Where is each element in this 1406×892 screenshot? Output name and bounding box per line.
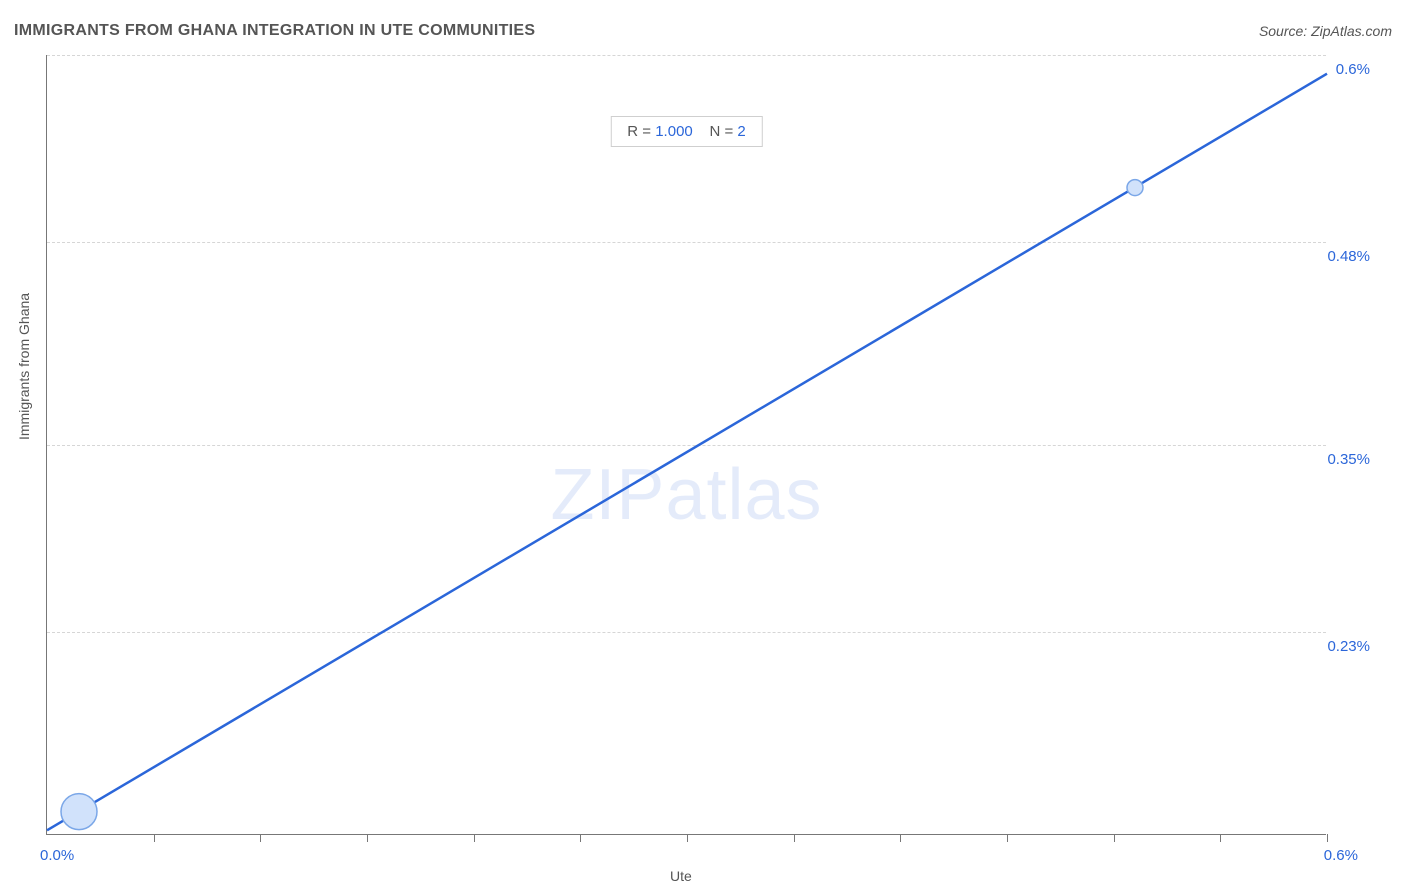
x-tick: [1007, 834, 1008, 842]
x-tick: [900, 834, 901, 842]
header-row: IMMIGRANTS FROM GHANA INTEGRATION IN UTE…: [14, 22, 1392, 40]
y-tick-label: 0.35%: [1327, 451, 1370, 468]
x-tick: [580, 834, 581, 842]
source-label: Source: ZipAtlas.com: [1259, 23, 1392, 39]
chart-area: ZIPatlas R = 1.000 N = 2: [46, 55, 1326, 835]
n-label: N =: [709, 123, 737, 140]
r-label: R =: [627, 123, 655, 140]
y-axis-label: Immigrants from Ghana: [16, 293, 32, 440]
x-tick: [474, 834, 475, 842]
y-tick-label: 0.6%: [1336, 61, 1370, 78]
x-axis-label: Ute: [670, 868, 692, 884]
x-max-label: 0.6%: [1324, 847, 1358, 864]
x-tick: [367, 834, 368, 842]
y-tick-label: 0.23%: [1327, 638, 1370, 655]
data-point[interactable]: [1127, 180, 1143, 196]
stats-legend: R = 1.000 N = 2: [610, 116, 762, 147]
r-value: 1.000: [655, 123, 693, 140]
x-tick: [154, 834, 155, 842]
x-tick: [1220, 834, 1221, 842]
data-point[interactable]: [61, 794, 97, 830]
x-tick: [1327, 834, 1328, 842]
x-tick: [1114, 834, 1115, 842]
scatter-plot-svg: [47, 55, 1326, 834]
x-tick: [794, 834, 795, 842]
chart-title: IMMIGRANTS FROM GHANA INTEGRATION IN UTE…: [14, 22, 535, 40]
x-min-label: 0.0%: [40, 847, 74, 864]
x-tick: [260, 834, 261, 842]
x-tick: [687, 834, 688, 842]
n-value: 2: [737, 123, 745, 140]
y-tick-label: 0.48%: [1327, 248, 1370, 265]
